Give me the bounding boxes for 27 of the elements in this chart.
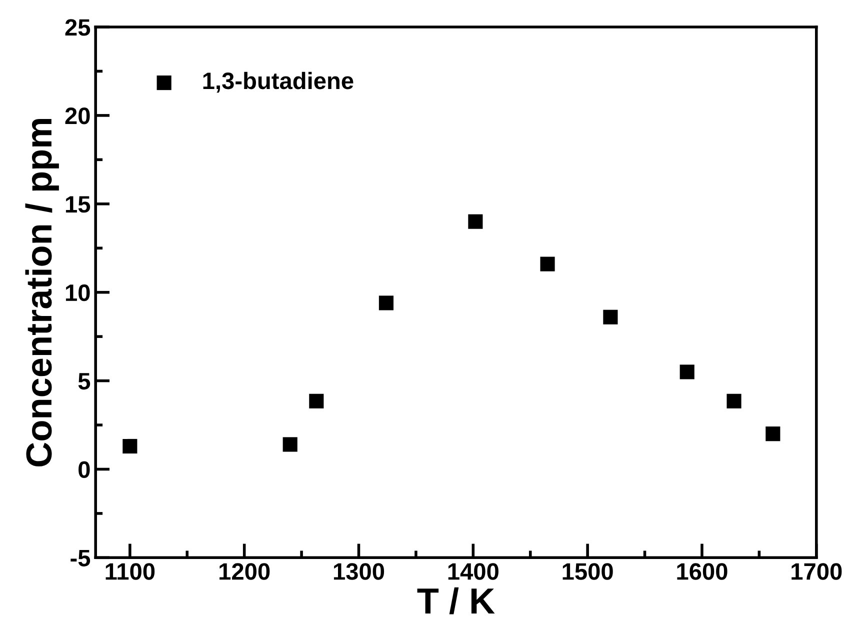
point xyxy=(726,394,742,408)
x-tick-label: 1600 xyxy=(677,563,728,580)
point xyxy=(122,438,138,454)
y-tick-label: 20 xyxy=(65,108,90,124)
x-tick-label: 1400 xyxy=(448,563,498,580)
x-tick-label: 1500 xyxy=(562,563,613,580)
point xyxy=(378,296,394,310)
y-tick-label: 15 xyxy=(66,196,90,213)
y-tick-label: 0 xyxy=(78,461,90,478)
y-tick-label: 25 xyxy=(65,19,90,36)
x-tick-label: 1300 xyxy=(334,563,384,580)
point xyxy=(766,426,780,442)
x-tick-label: 1100 xyxy=(106,563,155,580)
y-tick-label: -5 xyxy=(70,550,90,566)
point xyxy=(540,256,555,272)
point xyxy=(603,310,618,324)
x-tick-label: 1200 xyxy=(220,563,270,580)
legend-label: 1,3-butadiene xyxy=(203,72,354,93)
point xyxy=(468,214,483,229)
y-tick-label: 10 xyxy=(66,284,90,302)
point xyxy=(680,364,694,380)
point xyxy=(282,437,298,452)
y-axis-title: Concentration / ppm xyxy=(25,119,59,466)
point xyxy=(309,394,324,408)
x-axis-title: T / K xyxy=(417,587,495,614)
x-tick-label: 1700 xyxy=(792,563,842,580)
y-tick-label: 5 xyxy=(78,373,90,390)
